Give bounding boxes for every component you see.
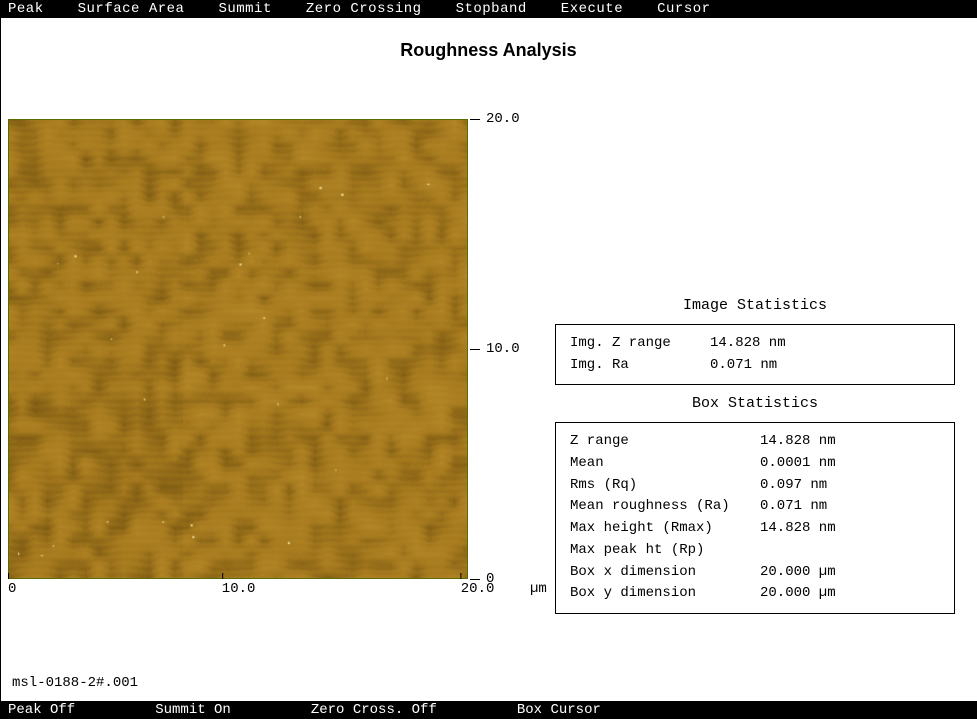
image-stats-title: Image Statistics (555, 297, 955, 314)
menu-summit[interactable]: Summit (218, 1, 271, 17)
stat-label: Max peak ht (Rp) (570, 540, 760, 562)
stat-value: 0.071 nm (760, 496, 940, 518)
stat-label: Mean (570, 453, 760, 475)
stat-row: Mean 0.0001 nm (570, 453, 940, 475)
x-tick: 10.0 (222, 581, 256, 597)
y-tick-label: 20.0 (486, 111, 520, 127)
stat-label: Z range (570, 431, 760, 453)
x-tick: 20.0 (461, 581, 495, 597)
afm-image-container (8, 119, 468, 579)
stat-label: Rms (Rq) (570, 475, 760, 497)
menu-peak[interactable]: Peak (8, 1, 44, 17)
stat-label: Box x dimension (570, 562, 760, 584)
stat-value: 0.071 nm (710, 355, 940, 377)
menubar: Peak Surface Area Summit Zero Crossing S… (0, 0, 977, 18)
stat-label: Mean roughness (Ra) (570, 496, 760, 518)
page-title: Roughness Analysis (0, 40, 977, 61)
stat-value (760, 540, 940, 562)
menu-zero-crossing[interactable]: Zero Crossing (306, 1, 422, 17)
filename: msl-0188-2#.001 (12, 675, 138, 691)
stat-label: Max height (Rmax) (570, 518, 760, 540)
stat-row: Img. Z range 14.828 nm (570, 333, 940, 355)
menu-surface-area[interactable]: Surface Area (78, 1, 185, 17)
status-peak[interactable]: Peak Off (8, 702, 75, 718)
menu-cursor[interactable]: Cursor (657, 1, 710, 17)
stat-value: 20.000 µm (760, 583, 940, 605)
y-tick-label: 10.0 (486, 341, 520, 357)
afm-image[interactable] (8, 119, 468, 579)
statusbar: Peak Off Summit On Zero Cross. Off Box C… (0, 701, 977, 719)
menu-stopband[interactable]: Stopband (456, 1, 527, 17)
stat-row: Z range 14.828 nm (570, 431, 940, 453)
image-stats-box: Img. Z range 14.828 nm Img. Ra 0.071 nm (555, 324, 955, 385)
stat-label: Img. Z range (570, 333, 710, 355)
x-tick: 0 (8, 581, 16, 597)
x-axis-unit: µm (530, 581, 547, 597)
window-left-border (0, 18, 1, 701)
stat-row: Mean roughness (Ra) 0.071 nm (570, 496, 940, 518)
stat-value: 0.0001 nm (760, 453, 940, 475)
y-tick-mid: 10.0 (470, 341, 520, 357)
stat-label: Img. Ra (570, 355, 710, 377)
box-stats-title: Box Statistics (555, 395, 955, 412)
status-zero-cross[interactable]: Zero Cross. Off (311, 702, 437, 718)
stat-row: Max peak ht (Rp) (570, 540, 940, 562)
stat-row: Box y dimension 20.000 µm (570, 583, 940, 605)
box-stats-box: Z range 14.828 nm Mean 0.0001 nm Rms (Rq… (555, 422, 955, 614)
stat-row: Img. Ra 0.071 nm (570, 355, 940, 377)
status-summit[interactable]: Summit On (155, 702, 231, 718)
stat-value: 14.828 nm (760, 431, 940, 453)
stats-area: Image Statistics Img. Z range 14.828 nm … (555, 297, 955, 614)
stat-row: Rms (Rq) 0.097 nm (570, 475, 940, 497)
status-box-cursor[interactable]: Box Cursor (517, 702, 601, 718)
y-tick-top: 20.0 (470, 111, 520, 127)
x-axis: 0 10.0 20.0 (8, 581, 528, 597)
menu-execute[interactable]: Execute (561, 1, 623, 17)
stat-value: 0.097 nm (760, 475, 940, 497)
stat-row: Max height (Rmax) 14.828 nm (570, 518, 940, 540)
stat-value: 14.828 nm (710, 333, 940, 355)
stat-value: 14.828 nm (760, 518, 940, 540)
stat-row: Box x dimension 20.000 µm (570, 562, 940, 584)
stat-value: 20.000 µm (760, 562, 940, 584)
stat-label: Box y dimension (570, 583, 760, 605)
